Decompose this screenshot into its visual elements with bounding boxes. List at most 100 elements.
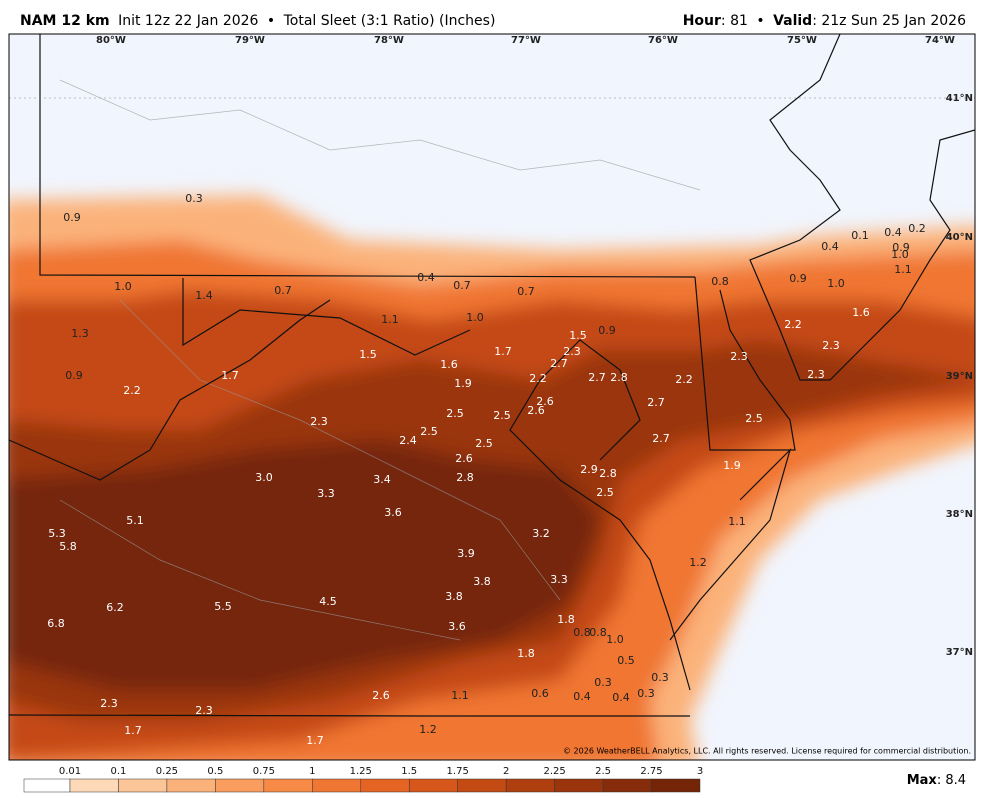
colorbar-swatch [505,778,555,793]
lon-label: 80°W [96,35,126,46]
colorbar-swatch [263,778,313,793]
value-label: 2.5 [420,425,438,438]
value-label: 0.2 [908,222,926,235]
value-label: 0.4 [821,240,839,253]
value-label: 0.4 [612,691,630,704]
value-label: 2.3 [310,415,328,428]
valid: : 21z Sun 25 Jan 2026 [812,13,966,29]
value-label: 1.2 [689,556,707,569]
value-label: 0.3 [185,192,203,205]
map-frame [8,33,976,761]
model: NAM 12 km [20,13,110,29]
value-label: 2.7 [652,432,670,445]
value-label: 2.6 [455,452,473,465]
value-label: 2.2 [784,318,802,331]
value-label: 1.3 [71,327,89,340]
value-label: 0.6 [531,687,549,700]
value-label: 3.3 [317,487,335,500]
value-label: 3.6 [448,620,466,633]
hour: : 81 [721,13,748,29]
value-label: 0.3 [651,671,669,684]
lon-label: 75°W [787,35,817,46]
county-lines [59,79,701,641]
value-label: 6.8 [47,617,65,630]
value-label: 1.6 [852,306,870,319]
value-label: 2.2 [529,372,547,385]
value-label: 0.9 [63,211,81,224]
value-label: 0.8 [589,626,607,639]
value-label: 5.3 [48,527,66,540]
value-label: 1.1 [381,313,399,326]
copyright: © 2026 WeatherBELL Analytics, LLC. All r… [563,747,971,756]
lon-label: 79°W [235,35,265,46]
value-label: 1.0 [827,277,845,290]
value-label: 1.8 [517,647,535,660]
value-label: 2.5 [446,407,464,420]
value-label: 0.7 [274,284,292,297]
value-label: 3.6 [384,506,402,519]
colorbar-label: 1 [309,766,315,777]
colorbar-swatch [457,778,507,793]
value-label: 0.4 [417,271,435,284]
lat-label: 40°N [946,232,973,243]
value-label: 2.2 [123,384,141,397]
lat-label: 39°N [946,371,973,382]
colorbar-swatch [360,778,410,793]
value-label: 5.8 [59,540,77,553]
value-label: 2.8 [456,471,474,484]
value-label: 0.9 [598,324,616,337]
lon-label: 74°W [925,35,955,46]
value-label: 3.8 [445,590,463,603]
colorbar-swatch [23,778,71,793]
colorbar-swatch [554,778,604,793]
graticule-labels: 80°W 79°W 78°W 77°W 76°W 75°W 74°W 41°N 40°N 39°N… [96,35,973,658]
value-label: 2.5 [493,409,511,422]
colorbar-swatch [215,778,265,793]
value-label: 1.7 [306,734,324,747]
lat-label: 37°N [946,647,973,658]
hour-label: Hour [683,13,721,29]
colorbar-swatch [651,778,701,793]
max-label: Max [907,773,938,788]
value-label: 2.6 [527,404,545,417]
colorbar: 0.01 0.1 0.25 0.5 0.75 1 1.25 1.5 1.75 2 2.25 2.5 2.… [23,766,703,793]
value-label: 1.5 [569,329,587,342]
value-label: 0.4 [573,690,591,703]
colorbar-swatch [312,778,362,793]
value-label: 0.9 [789,272,807,285]
value-label: 1.7 [494,345,512,358]
value-label: 3.4 [373,473,391,486]
value-label: 0.9 [892,241,910,254]
colorbar-swatch [408,778,458,793]
value-label: 5.5 [214,600,232,613]
value-label: 2.5 [745,412,763,425]
value-label: 2.3 [195,704,213,717]
value-label: 2.5 [596,486,614,499]
value-label: 2.7 [550,357,568,370]
value-label: 3.8 [473,575,491,588]
colorbar-swatch [69,778,119,793]
value-label: 0.8 [711,275,729,288]
colorbar-label: 1.5 [401,766,417,777]
value-label: 5.1 [126,514,144,527]
product: Total Sleet (3:1 Ratio) (Inches) [283,13,496,29]
max-value: : 8.4 [937,773,966,788]
value-label: 3.2 [532,527,550,540]
lat-label: 38°N [946,509,973,520]
header-right: Hour: 81 • Valid: 21z Sun 25 Jan 2026 [683,13,966,29]
colorbar-label: 0.25 [156,766,178,777]
value-label: 2.6 [536,395,554,408]
state-lines [9,34,975,717]
value-label: 2.2 [675,373,693,386]
value-label: 6.2 [106,601,124,614]
value-label: 2.3 [822,339,840,352]
colorbar-swatch [166,778,216,793]
colorbar-label: 1.75 [447,766,469,777]
colorbar-label: 0.01 [59,766,81,777]
value-label: 1.0 [606,633,624,646]
value-label: 0.7 [453,279,471,292]
value-label: 1.0 [114,280,132,293]
value-label: 0.4 [884,226,902,239]
value-label: 1.7 [221,369,239,382]
